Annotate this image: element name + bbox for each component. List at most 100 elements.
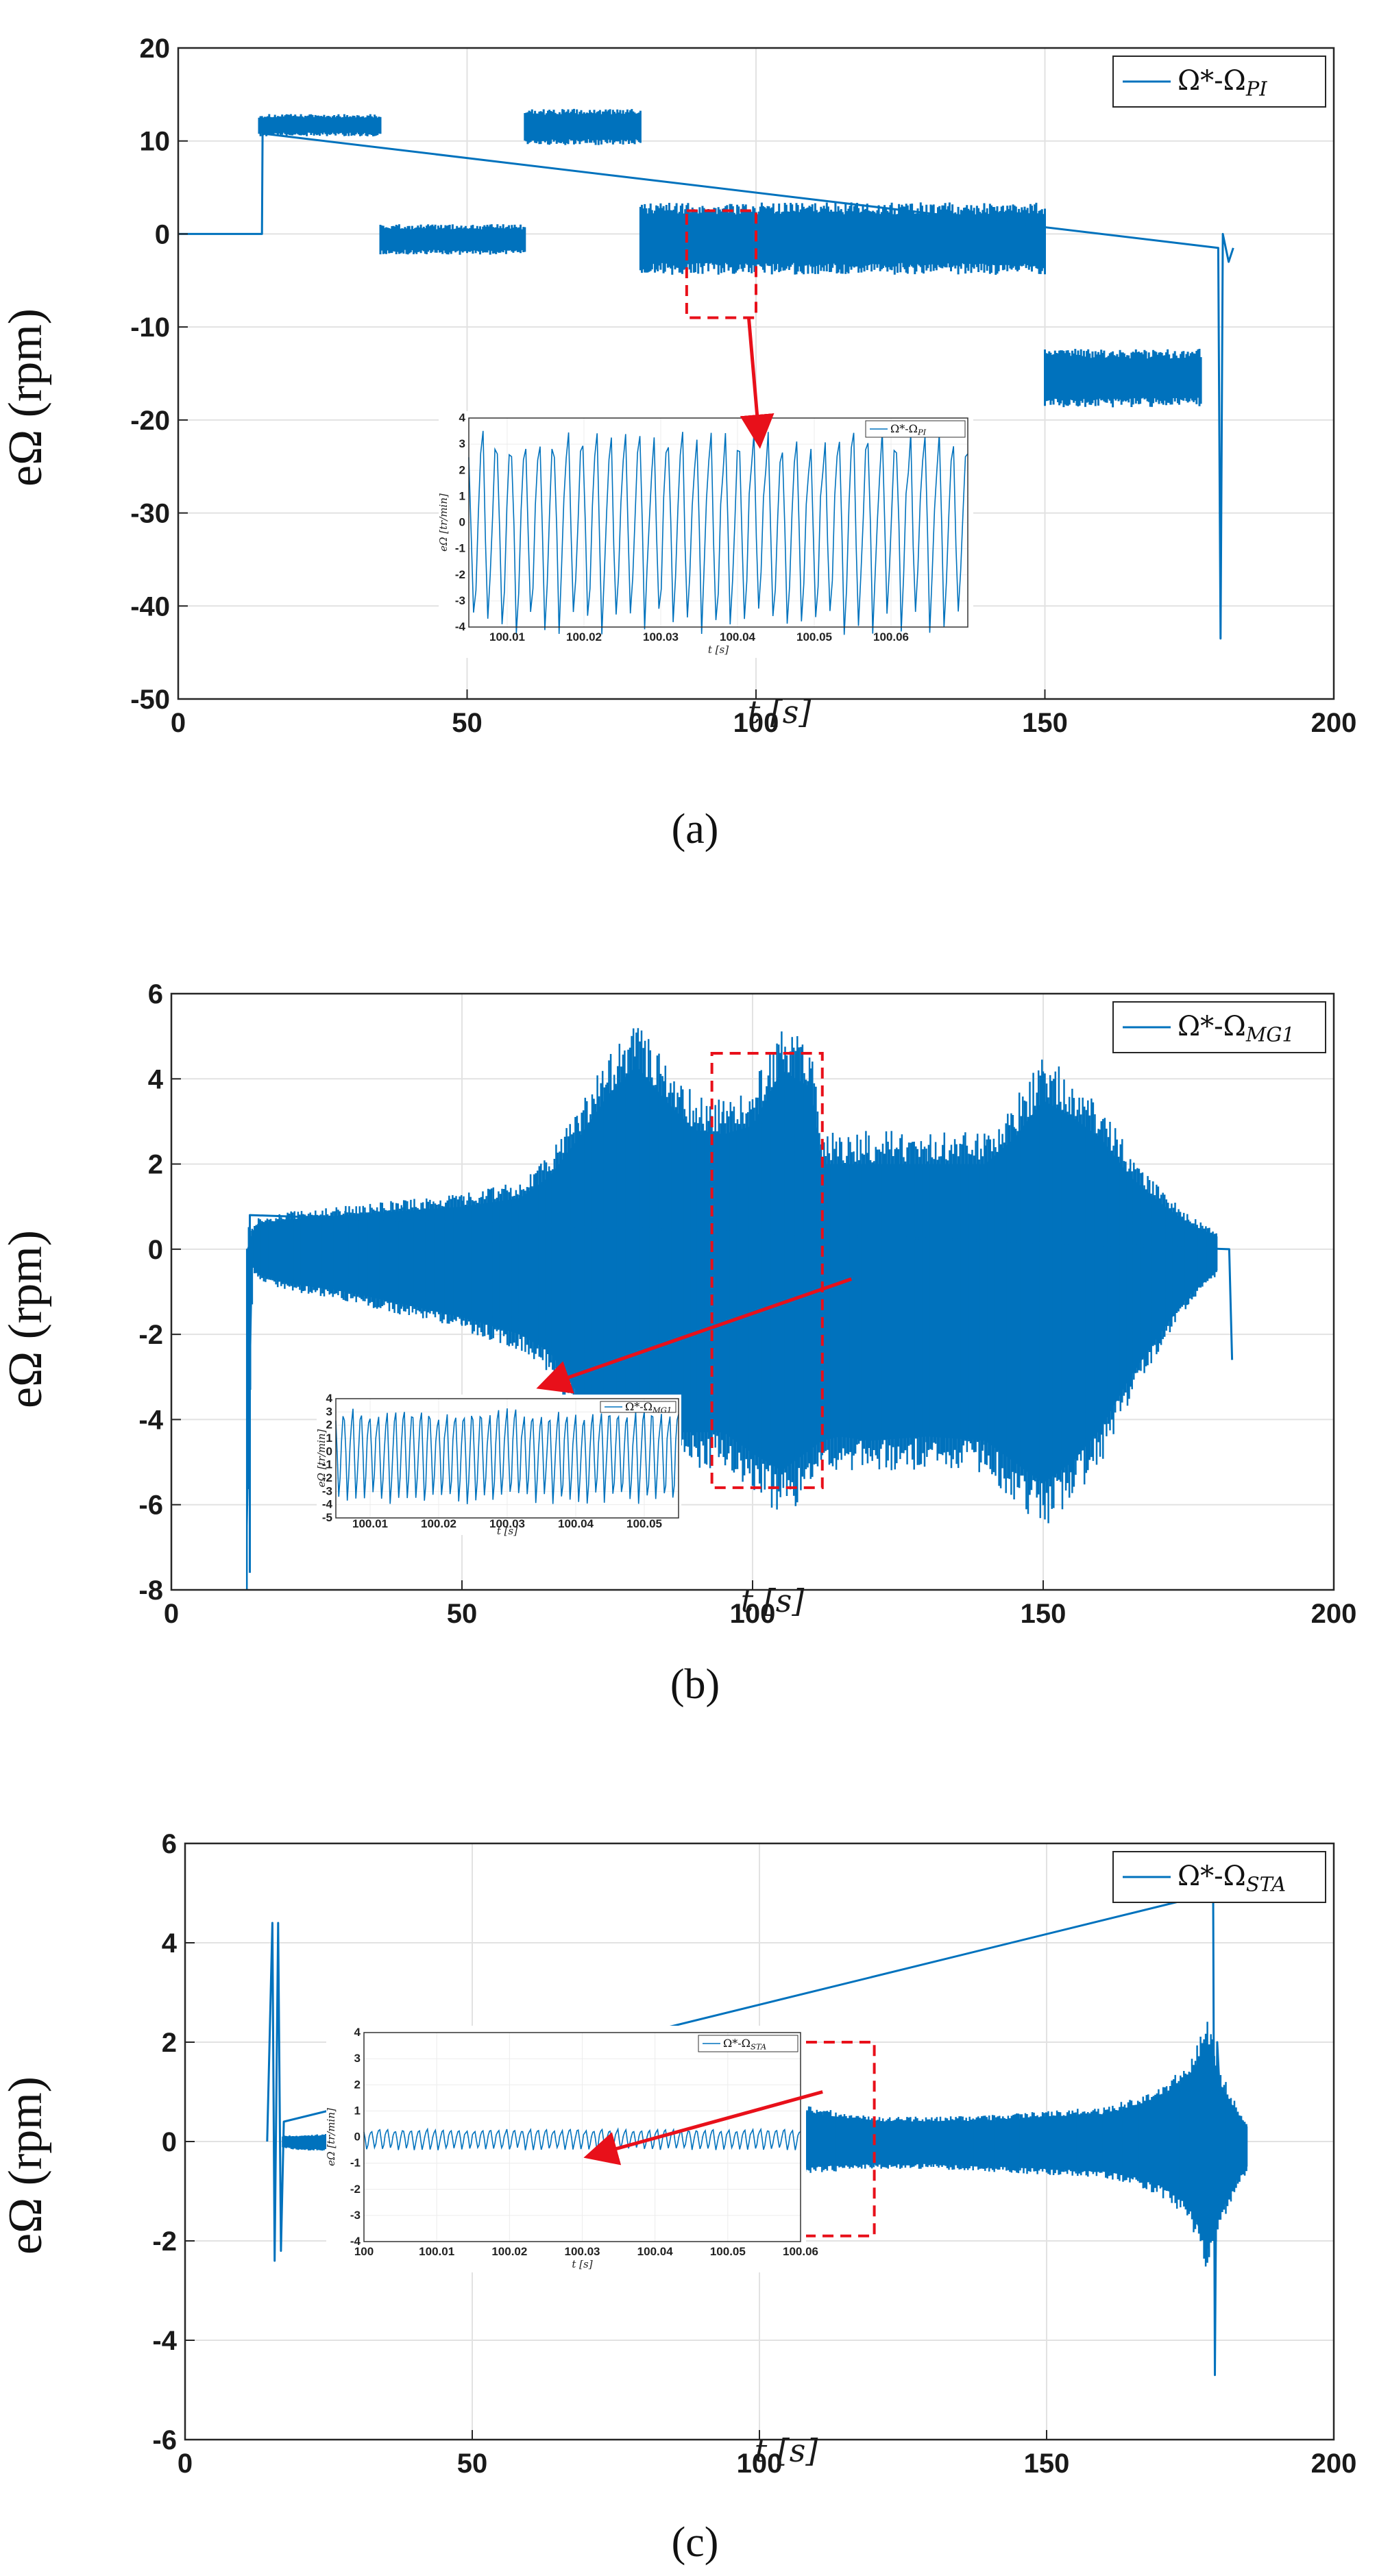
inset-y-tick-label: -5 (322, 1511, 332, 1524)
panel-c: eΩ (rpm) 0 50 100 150 200-6-4-20246Ω*-ΩSTA10… (0, 1829, 1356, 2566)
panel-b: eΩ (rpm) 0 50 100 150 200-8-6-4-20246Ω*-ΩMG1… (0, 979, 1356, 1708)
inset-x-tick-label: 100.02 (421, 1517, 456, 1530)
inset-y-tick-label: 4 (354, 2026, 361, 2039)
x-tick-label: 100 (737, 2449, 783, 2479)
x-tick-label: 100 (733, 708, 779, 738)
inset-frame (468, 417, 968, 628)
legend-main-text: Ω*-Ω (1178, 1011, 1246, 1042)
y-tick-label: -10 (130, 312, 170, 343)
inset-y-tick-label: 1 (326, 1432, 332, 1445)
inset-x-label: t [s] (497, 1525, 517, 1537)
series-transient (259, 132, 1234, 640)
legend-subscript: STA (751, 2041, 766, 2051)
y-axis-label: eΩ (rpm) (0, 2076, 52, 2255)
panel-a: eΩ (rpm) 0 50 100 150 200-50-40-30-20-100102… (0, 34, 1356, 852)
y-tick-label: 0 (155, 219, 170, 249)
zoom-arrow (536, 1277, 852, 1394)
inset-y-tick-label: 2 (326, 1419, 332, 1432)
inset-y-tick-label: 4 (459, 411, 466, 424)
inset-legend-label: Ω*-ΩPI (890, 422, 927, 437)
y-tick-label: -8 (138, 1575, 163, 1606)
x-tick-label: 150 (1024, 2449, 1070, 2479)
legend-main-text: Ω*-Ω (723, 2037, 751, 2050)
inset-y-tick-label: -4 (322, 1498, 333, 1511)
inset-y-tick-label: -1 (455, 542, 465, 555)
x-tick-label: 100 (730, 1599, 776, 1629)
x-tick-label: 150 (1022, 708, 1068, 738)
x-tick-label: 50 (447, 1599, 478, 1629)
inset-background (439, 411, 973, 658)
inset-y-label: eΩ [tr/min] (437, 493, 450, 552)
zoom-arrow (740, 317, 775, 449)
x-tick-label: 0 (171, 708, 186, 738)
inset-chart: 100.01 100.02 100.03 100.04 100.05 -5-4-3-2-1… (315, 1392, 681, 1537)
inset-x-label: t [s] (708, 643, 729, 656)
inset-y-tick-label: -2 (350, 2183, 361, 2196)
series-fuzz (639, 202, 1046, 275)
zoom-arrow (583, 2090, 823, 2166)
series-fuzz (1044, 349, 1202, 408)
series-fuzz (258, 114, 382, 136)
legend: Ω*-ΩSTA (1112, 1851, 1326, 1903)
legend-subscript: PI (1245, 77, 1267, 101)
y-tick-label: 10 (140, 127, 171, 157)
x-axis-label: t [s] (748, 694, 812, 731)
y-tick-label: -30 (130, 499, 170, 529)
legend-label: Ω*-ΩMG1 (1178, 1011, 1295, 1046)
legend-main-text: Ω*-Ω (890, 422, 918, 435)
inset-chart: 100.01 100.02 100.03 100.04 100.05 100.06 -4 -3… (437, 411, 973, 658)
x-tick-label: 150 (1021, 1599, 1066, 1629)
inset-x-tick-label: 100.05 (796, 630, 832, 643)
inset-y-tick-label: -4 (350, 2235, 361, 2248)
inset-x-tick-label: 100 (354, 2245, 374, 2258)
inset-y-tick-label: 0 (459, 516, 465, 529)
y-tick-label: -6 (152, 2425, 177, 2455)
x-axis-label: t [s] (755, 2432, 818, 2469)
inset-x-tick-label: 100.05 (626, 1517, 662, 1530)
series-fuzz (245, 1028, 1217, 1591)
inset-frame (363, 2032, 801, 2242)
legend-subscript: MG1 (652, 1405, 672, 1414)
inset-x-tick-label: 100.02 (491, 2245, 527, 2258)
inset-y-tick-label: 3 (354, 2052, 361, 2065)
inset-y-tick-label: -2 (322, 1471, 332, 1484)
inset-y-tick-label: 0 (326, 1445, 332, 1458)
inset-series (363, 2127, 801, 2150)
inset-x-label: t [s] (572, 2258, 592, 2270)
inset-y-tick-label: 2 (459, 463, 465, 476)
panel-label-b: (b) (670, 1661, 720, 1708)
x-tick-label: 200 (1311, 1599, 1357, 1629)
x-tick-label: 0 (164, 1599, 179, 1629)
inset-frame (335, 1398, 679, 1519)
inset-y-tick-label: 2 (354, 2078, 361, 2091)
x-tick-label: 50 (452, 708, 483, 738)
y-tick-label: 2 (162, 2028, 177, 2058)
legend-label: Ω*-ΩPI (1178, 65, 1267, 101)
inset-y-tick-label: -2 (455, 568, 465, 581)
inset-x-tick-label: 100.04 (637, 2245, 674, 2258)
x-tick-label: 200 (1311, 2449, 1357, 2479)
inset-x-tick-label: 100.04 (558, 1517, 594, 1530)
inset-series (335, 1408, 679, 1504)
x-tick-label: 0 (178, 2449, 193, 2479)
y-tick-label: -50 (130, 685, 170, 715)
x-tick-label: 200 (1311, 708, 1357, 738)
series-Ω*-Ω_PI (178, 108, 1234, 640)
y-axis-label: eΩ (rpm) (0, 1230, 52, 1408)
legend: Ω*-ΩPI (1112, 56, 1326, 108)
legend-main-text: Ω*-Ω (1178, 1861, 1246, 1892)
inset-y-tick-label: -1 (350, 2157, 361, 2170)
inset-y-tick-label: -3 (322, 1484, 332, 1497)
x-axis-label: t [s] (741, 1582, 805, 1619)
y-tick-label: 0 (148, 1235, 163, 1265)
zoom-box (786, 2041, 876, 2237)
legend-subscript: MG1 (1245, 1023, 1295, 1046)
y-tick-label: -2 (152, 2227, 177, 2257)
inset-y-label: eΩ [tr/min] (325, 2108, 337, 2166)
inset-y-tick-label: 3 (459, 437, 465, 450)
inset-x-tick-label: 100.01 (352, 1517, 388, 1530)
inset-x-tick-label: 100.05 (710, 2245, 746, 2258)
y-tick-label: -2 (138, 1320, 163, 1350)
inset-legend-label: Ω*-ΩSTA (723, 2037, 766, 2051)
